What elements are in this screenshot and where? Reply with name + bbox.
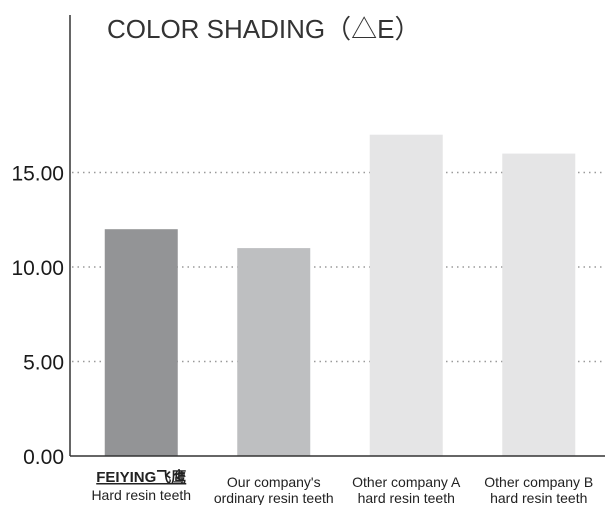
category-brand-label: FEIYING飞鹰 — [96, 468, 186, 486]
bars — [104, 134, 576, 456]
category-label: ordinary resin teeth — [214, 490, 334, 505]
y-tick-label: 15.00 — [11, 163, 64, 186]
category-label: Hard resin teeth — [91, 487, 191, 503]
bar — [369, 134, 443, 456]
category-label: Other company A — [352, 474, 461, 490]
category-label: Our company's — [227, 474, 321, 490]
category-label: hard resin teeth — [358, 490, 455, 505]
y-tick-labels: 0.00 5.00 10.00 15.00 — [11, 163, 64, 470]
y-tick-label: 0.00 — [23, 446, 64, 469]
chart-title: COLOR SHADING（△E） — [107, 14, 421, 44]
category-label: hard resin teeth — [490, 490, 587, 505]
bar — [502, 153, 576, 456]
y-tick-label: 10.00 — [11, 257, 64, 280]
bar — [104, 229, 178, 456]
category-label: Other company B — [484, 474, 593, 490]
bar — [237, 248, 311, 456]
y-tick-label: 5.00 — [23, 352, 64, 375]
